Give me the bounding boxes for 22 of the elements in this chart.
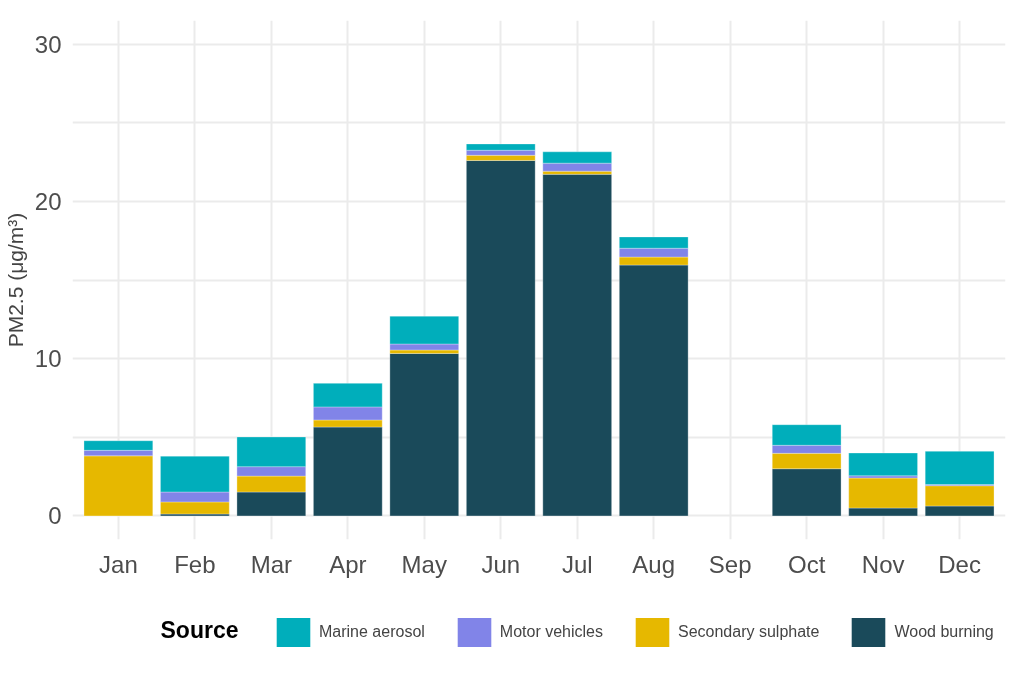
legend-label: Marine aerosol [319, 623, 425, 641]
y-tick-label: 10 [34, 345, 62, 373]
x-tick-label: Nov [861, 550, 905, 578]
x-tick-label: Mar [250, 550, 293, 578]
legend-label: Secondary sulphate [677, 623, 820, 641]
x-tick-label: Jun [481, 550, 521, 578]
x-tick-label: Jul [561, 550, 593, 578]
x-tick-label: Oct [788, 550, 826, 578]
x-tick-label: Apr [329, 550, 367, 578]
x-tick-label: Dec [938, 550, 981, 578]
x-tick-label: Jan [99, 550, 138, 578]
y-tick-label: 0 [48, 502, 62, 530]
x-tick-label: Sep [708, 550, 752, 578]
x-tick-label: May [401, 550, 447, 578]
legend-label: Motor vehicles [499, 623, 603, 641]
legend-title: Source [160, 616, 239, 643]
y-tick-label: 30 [34, 30, 62, 58]
y-axis-title: PM2.5 (μg/m³) [3, 212, 27, 348]
y-tick-label: 20 [34, 187, 62, 215]
x-tick-label: Feb [174, 550, 216, 578]
legend-label: Wood burning [894, 623, 994, 641]
x-tick-label: Aug [632, 550, 676, 578]
